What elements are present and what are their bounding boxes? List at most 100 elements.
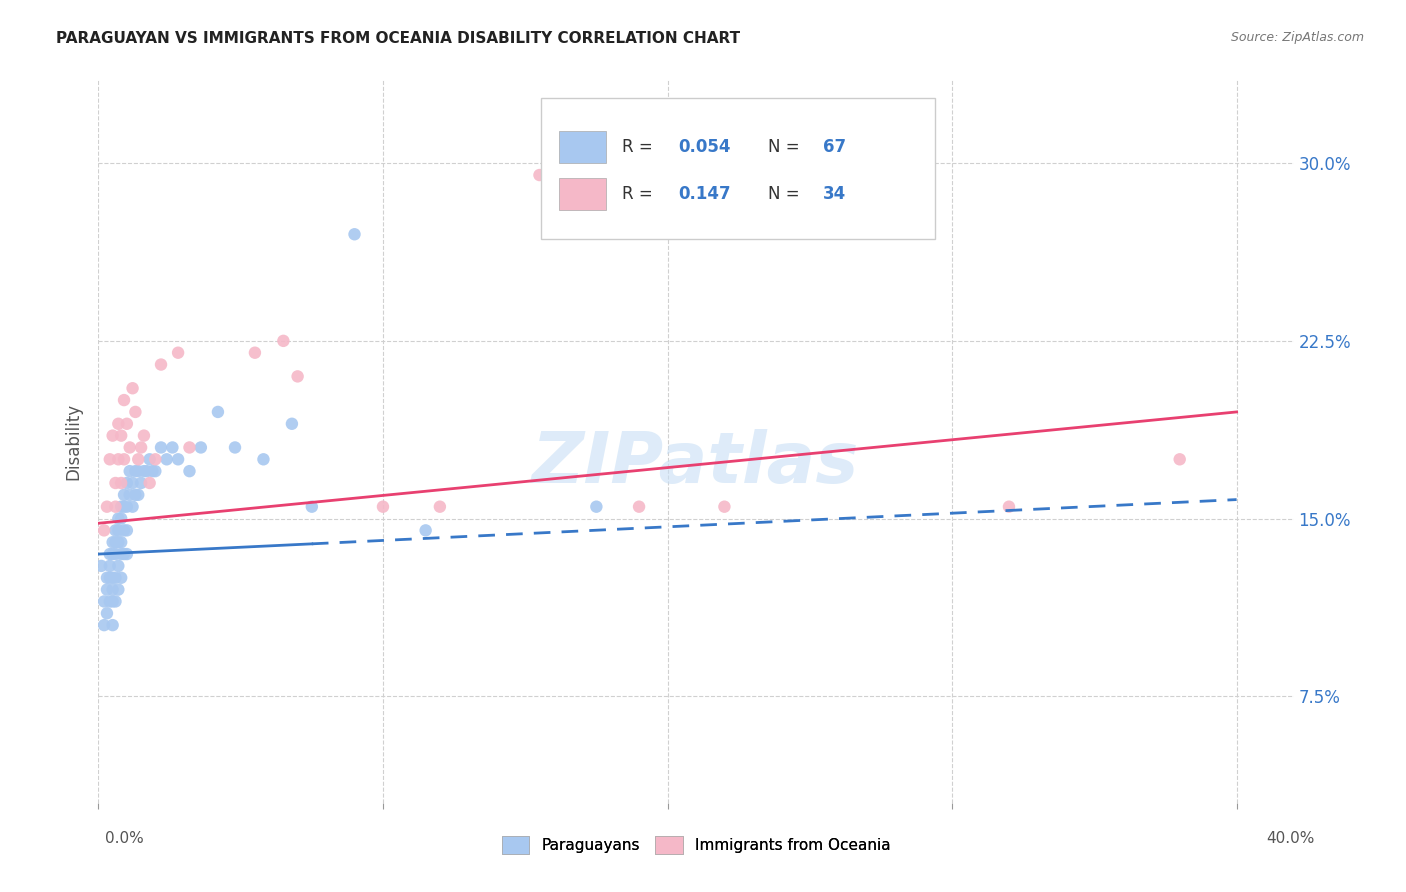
Point <box>129 475 152 490</box>
Point <box>243 345 266 359</box>
Point <box>101 428 124 442</box>
Y-axis label: Disability: Disability <box>65 403 83 480</box>
Point <box>628 500 651 514</box>
Point <box>104 547 127 561</box>
Point <box>101 582 124 597</box>
Point <box>124 488 146 502</box>
Point <box>98 571 121 585</box>
Point <box>150 358 173 372</box>
Point <box>124 464 146 478</box>
Text: R =: R = <box>621 138 658 156</box>
Point <box>110 428 132 442</box>
Point <box>167 452 190 467</box>
Point <box>101 594 124 608</box>
Point <box>156 452 179 467</box>
Point <box>132 464 155 478</box>
Point <box>90 558 112 573</box>
Point <box>115 500 138 514</box>
Point <box>207 405 229 419</box>
Point <box>143 452 166 467</box>
Point <box>129 441 152 455</box>
Point <box>101 571 124 585</box>
Point <box>273 334 295 348</box>
Point <box>112 547 135 561</box>
Point <box>112 524 135 538</box>
Point <box>93 594 115 608</box>
FancyBboxPatch shape <box>558 131 606 163</box>
Point <box>118 488 141 502</box>
Point <box>112 488 135 502</box>
Point <box>93 524 115 538</box>
Point <box>132 428 155 442</box>
Point <box>104 475 127 490</box>
Point <box>107 582 129 597</box>
Point <box>179 464 201 478</box>
Text: 67: 67 <box>823 138 846 156</box>
Point <box>110 500 132 514</box>
Text: 0.0%: 0.0% <box>105 831 145 846</box>
Point <box>224 441 246 455</box>
FancyBboxPatch shape <box>558 178 606 211</box>
Point <box>301 500 323 514</box>
Point <box>150 441 173 455</box>
Point <box>98 558 121 573</box>
Point <box>287 369 309 384</box>
Point <box>343 227 366 242</box>
Text: Source: ZipAtlas.com: Source: ZipAtlas.com <box>1230 31 1364 45</box>
Text: 0.054: 0.054 <box>678 138 731 156</box>
Point <box>104 535 127 549</box>
Legend: Paraguayans, Immigrants from Oceania: Paraguayans, Immigrants from Oceania <box>495 830 897 860</box>
Point <box>110 511 132 525</box>
Point <box>252 452 274 467</box>
Point <box>121 500 143 514</box>
Point <box>104 524 127 538</box>
Point <box>115 417 138 431</box>
Point <box>93 618 115 632</box>
Point <box>98 594 121 608</box>
FancyBboxPatch shape <box>541 98 935 239</box>
Point <box>281 417 304 431</box>
Point <box>107 511 129 525</box>
Point <box>429 500 451 514</box>
Point <box>138 475 160 490</box>
Point <box>112 452 135 467</box>
Point <box>124 405 146 419</box>
Point <box>138 452 160 467</box>
Point <box>98 452 121 467</box>
Point <box>107 535 129 549</box>
Point <box>121 475 143 490</box>
Point <box>104 571 127 585</box>
Point <box>107 558 129 573</box>
Point <box>529 168 551 182</box>
Point <box>101 535 124 549</box>
Point <box>127 464 149 478</box>
Text: 34: 34 <box>823 186 846 203</box>
Point <box>107 417 129 431</box>
Point <box>107 452 129 467</box>
Point <box>104 594 127 608</box>
Point <box>104 500 127 514</box>
Point <box>98 547 121 561</box>
Point <box>415 524 437 538</box>
Text: 40.0%: 40.0% <box>1267 831 1315 846</box>
Point <box>115 524 138 538</box>
Point <box>110 547 132 561</box>
Point <box>121 381 143 395</box>
Point <box>713 500 735 514</box>
Point <box>110 571 132 585</box>
Point <box>127 452 149 467</box>
Text: N =: N = <box>768 138 804 156</box>
Text: 0.147: 0.147 <box>678 186 731 203</box>
Point <box>167 345 190 359</box>
Point <box>112 500 135 514</box>
Point <box>101 547 124 561</box>
Text: PARAGUAYAN VS IMMIGRANTS FROM OCEANIA DISABILITY CORRELATION CHART: PARAGUAYAN VS IMMIGRANTS FROM OCEANIA DI… <box>56 31 741 46</box>
Point <box>112 393 135 408</box>
Point <box>115 475 138 490</box>
Point <box>118 441 141 455</box>
Text: R =: R = <box>621 186 658 203</box>
Text: N =: N = <box>768 186 804 203</box>
Text: ZIPatlas: ZIPatlas <box>533 429 859 498</box>
Point <box>135 464 157 478</box>
Point <box>143 464 166 478</box>
